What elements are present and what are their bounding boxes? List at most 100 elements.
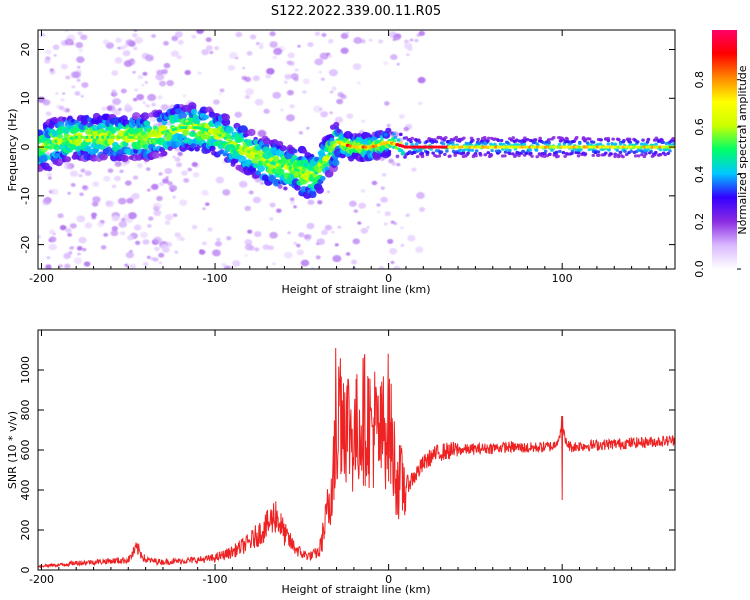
spectrogram-ridge-blob [583,152,588,156]
spectrogram-ridge-blob [613,142,618,146]
spectrogram-ridge-blob [425,150,430,155]
spectrogram-ridge-blob [621,140,626,144]
spectrogram-background-blob [324,224,333,231]
spectrogram-ridge-blob [627,137,632,141]
spectrogram-background-blob [267,245,274,251]
spectrogram-background-blob [196,30,204,35]
spectrogram-background-blob [96,221,104,228]
spectrogram-ridge-blob [660,138,664,142]
spectrogram-background-blob [182,94,187,98]
spectrogram-ridge-blob [642,154,647,159]
spectrogram-background-blob [65,228,72,234]
spectrogram-background-blob [387,238,394,244]
spectrogram-background-blob [152,202,162,210]
spectrogram-ridge-blob [448,154,452,158]
spectrogram-background-blob [269,31,276,37]
spectrogram-ridge-blob [454,135,459,139]
spectrogram-background-blob [127,212,137,220]
spectrogram-ridge-blob [331,159,340,167]
spectrogram-ridge-blob [131,112,141,120]
spectrogram-ridge-blob [503,154,507,158]
spectrogram-ridge-blob [393,135,398,140]
spectrogram-background-blob [181,170,188,176]
spectrogram-background-blob [158,80,167,87]
spectrogram-ridge-blob [558,149,562,154]
spectrogram-ridge-blob [565,137,569,141]
spectrogram-ridge-blob [641,138,645,142]
spectrogram-background-blob [353,209,358,213]
spectrogram-background-blob [70,245,75,250]
spectrogram-background-blob [389,247,398,255]
spectrogram-background-blob [290,73,299,80]
spectrogram-ridge-blob [92,130,98,137]
spectrogram-background-blob [254,98,264,106]
spectrogram-background-blob [162,178,169,184]
spectrogram-background-blob [82,185,88,190]
spectrogram-background-blob [124,103,131,109]
spectrogram-background-blob [418,101,423,105]
spectrogram-ridge-blob [221,113,230,122]
spectrogram-background-blob [418,30,425,36]
spectrogram-ridge-blob [57,133,64,139]
spectrogram-ridge-blob [658,153,663,157]
spectrogram-background-blob [224,265,232,269]
spectrogram-ridge-blob [649,149,653,154]
spectrogram-background-blob [390,54,398,61]
spectrogram-background-blob [238,180,248,188]
spectrogram-background-blob [257,129,267,138]
spectrogram-background-blob [114,175,121,182]
spectrogram-background-blob [76,56,85,63]
spectrogram-core-blob [317,169,322,174]
spectrogram-background-blob [376,203,381,207]
spectrogram-ridge-blob [39,154,48,163]
spectrogram-ridge-blob [525,138,530,142]
spectrogram-ridge-blob [395,155,400,159]
spectrogram-ridge-blob [443,152,447,157]
spectrogram-background-blob [284,73,292,80]
spectrogram-background-blob [144,103,149,107]
spectrogram-background-blob [331,86,337,91]
spectrogram-background-blob [219,88,225,93]
spectrogram-ridge-blob [597,153,601,157]
spectrogram-background-blob [297,44,301,48]
spectrogram-background-blob [133,224,142,231]
spectrogram-y-tick-label: 10 [19,91,32,105]
spectrogram-background-blob [345,252,351,256]
spectrogram-background-blob [135,240,141,245]
spectrogram-background-blob [111,184,117,189]
spectrogram-background-blob [142,261,149,267]
spectrogram-ridge-blob [599,138,603,142]
spectrogram-background-blob [187,167,193,172]
spectrogram-ridge-blob [628,140,633,144]
spectrogram-ridge-blob [497,149,502,154]
spectrogram-ridge-blob [257,165,265,173]
spectrogram-ridge-blob [591,140,596,144]
spectrogram-background-blob [164,220,171,226]
spectrogram-background-blob [244,205,252,211]
spectrogram-background-blob [120,88,127,94]
spectrogram-ridge-blob [570,151,574,155]
spectrogram-ridge-blob [309,190,317,196]
spectrogram-background-blob [70,71,80,79]
spectrogram-background-blob [92,196,101,203]
spectrogram-background-blob [197,71,202,75]
colorbar-tick-label: 0.0 [693,260,706,278]
spectrogram-background-blob [298,131,304,135]
spectrogram-background-blob [137,75,143,80]
spectrogram-background-blob [265,73,272,79]
spectrogram-background-blob [148,216,154,221]
spectrogram-y-tick-label: 0 [19,144,32,151]
spectrogram-background-blob [70,183,76,187]
spectrogram-background-blob [384,101,390,106]
spectrogram-background-blob [201,189,209,196]
spectrogram-background-blob [49,69,56,75]
spectrogram-ridge-blob [415,154,420,159]
spectrogram-background-blob [67,232,73,237]
spectrogram-ridge-blob [543,149,548,153]
spectrogram-background-blob [146,255,151,259]
spectrogram-background-blob [209,50,214,55]
snr-x-tick-label: 100 [552,573,573,586]
spectrogram-ridge-blob [222,152,228,157]
spectrogram-ridge-blob [624,152,629,157]
